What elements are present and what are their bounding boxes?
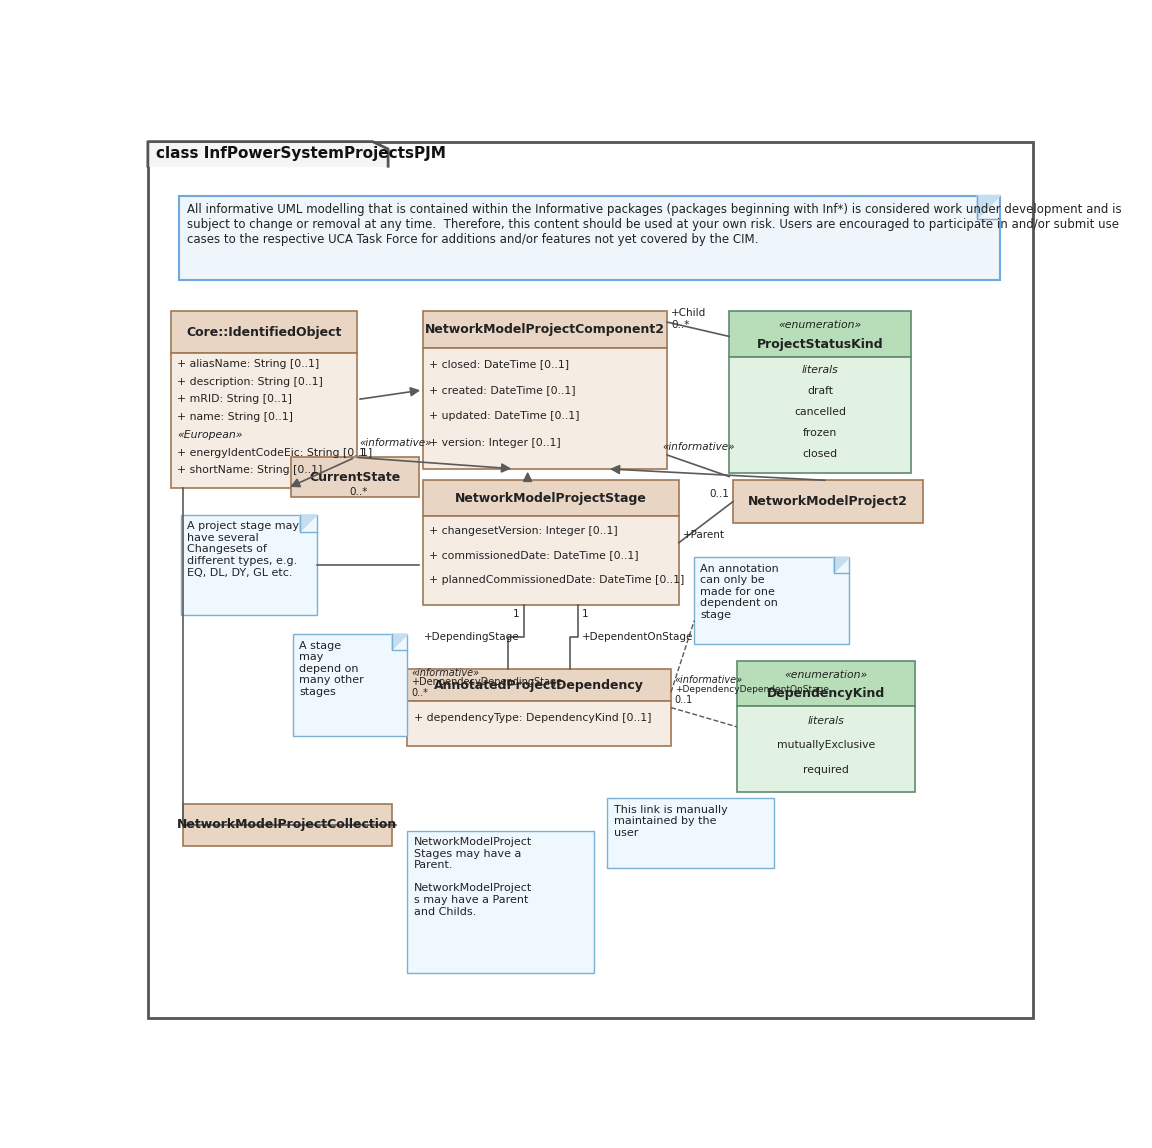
Text: Core::IdentifiedObject: Core::IdentifiedObject xyxy=(187,326,342,339)
Text: literals: literals xyxy=(802,365,839,374)
Text: + dependencyType: DependencyKind [0..1]: + dependencyType: DependencyKind [0..1] xyxy=(414,713,651,723)
Text: 0..1: 0..1 xyxy=(675,695,694,705)
Text: + changesetVersion: Integer [0..1]: + changesetVersion: Integer [0..1] xyxy=(430,526,617,536)
Text: CurrentState: CurrentState xyxy=(310,471,401,483)
Text: + shortName: String [0..1]: + shortName: String [0..1] xyxy=(177,465,323,475)
Text: «informative»: «informative» xyxy=(359,439,432,449)
Polygon shape xyxy=(834,558,849,573)
Text: + version: Integer [0..1]: + version: Integer [0..1] xyxy=(430,437,561,448)
Text: + updated: DateTime [0..1]: + updated: DateTime [0..1] xyxy=(430,411,579,421)
Text: NetworkModelProject2: NetworkModelProject2 xyxy=(748,495,908,509)
Text: +DependingStage: +DependingStage xyxy=(424,633,520,642)
FancyBboxPatch shape xyxy=(181,515,317,615)
Text: NetworkModelProjectCollection: NetworkModelProjectCollection xyxy=(177,819,397,831)
FancyBboxPatch shape xyxy=(737,661,915,706)
Text: 1: 1 xyxy=(582,610,589,620)
Text: NetworkModelProjectStage: NetworkModelProjectStage xyxy=(455,491,646,505)
FancyBboxPatch shape xyxy=(607,798,774,868)
Text: «enumeration»: «enumeration» xyxy=(785,669,867,680)
FancyBboxPatch shape xyxy=(423,311,667,348)
Text: NetworkModelProjectComponent2: NetworkModelProjectComponent2 xyxy=(425,323,665,336)
Text: + mRID: String [0..1]: + mRID: String [0..1] xyxy=(177,395,293,404)
Text: «informative»: «informative» xyxy=(675,675,743,685)
Text: «informative»: «informative» xyxy=(411,668,479,678)
Text: + plannedCommissionedDate: DateTime [0..1]: + plannedCommissionedDate: DateTime [0..… xyxy=(430,575,684,585)
Text: A project stage may
have several
Changesets of
different types, e.g.
EQ, DL, DY,: A project stage may have several Changes… xyxy=(188,521,300,577)
Text: AnnotatedProjectDependency: AnnotatedProjectDependency xyxy=(434,678,644,692)
FancyBboxPatch shape xyxy=(423,515,679,605)
Text: class InfPowerSystemProjectsPJM: class InfPowerSystemProjectsPJM xyxy=(156,147,446,162)
Text: closed: closed xyxy=(803,449,838,459)
FancyBboxPatch shape xyxy=(408,669,670,701)
Text: 0..*: 0..* xyxy=(670,320,689,331)
Text: +DependentOnStage: +DependentOnStage xyxy=(582,633,694,642)
FancyBboxPatch shape xyxy=(293,635,408,736)
Polygon shape xyxy=(977,195,1000,218)
Text: literals: literals xyxy=(808,716,844,726)
FancyBboxPatch shape xyxy=(183,804,392,846)
Text: ProjectStatusKind: ProjectStatusKind xyxy=(757,338,884,351)
FancyBboxPatch shape xyxy=(737,706,915,792)
Text: required: required xyxy=(803,765,849,775)
Text: +Child: +Child xyxy=(670,308,706,318)
FancyBboxPatch shape xyxy=(729,311,911,357)
Text: + created: DateTime [0..1]: + created: DateTime [0..1] xyxy=(430,385,576,395)
Text: 1: 1 xyxy=(514,610,520,620)
FancyBboxPatch shape xyxy=(733,480,923,522)
FancyBboxPatch shape xyxy=(179,195,1000,280)
Text: +Parent: +Parent xyxy=(683,530,725,540)
FancyBboxPatch shape xyxy=(291,457,419,497)
Text: + name: String [0..1]: + name: String [0..1] xyxy=(177,412,294,422)
FancyBboxPatch shape xyxy=(423,348,667,468)
Text: + description: String [0..1]: + description: String [0..1] xyxy=(177,377,324,387)
FancyBboxPatch shape xyxy=(408,701,670,746)
Text: 0..*: 0..* xyxy=(411,688,429,698)
FancyBboxPatch shape xyxy=(729,357,911,473)
Text: An annotation
can only be
made for one
dependent on
stage: An annotation can only be made for one d… xyxy=(700,564,779,620)
FancyBboxPatch shape xyxy=(408,831,593,974)
Text: + energyIdentCodeEic: String [0..1]: + energyIdentCodeEic: String [0..1] xyxy=(177,448,372,458)
Text: +DenpendecyDependingStage: +DenpendecyDependingStage xyxy=(411,677,562,688)
Text: mutuallyExclusive: mutuallyExclusive xyxy=(776,740,876,751)
Text: 1: 1 xyxy=(359,448,365,458)
Text: + commissionedDate: DateTime [0..1]: + commissionedDate: DateTime [0..1] xyxy=(430,551,639,560)
Polygon shape xyxy=(300,515,317,532)
Text: 0..1: 0..1 xyxy=(710,489,729,499)
FancyBboxPatch shape xyxy=(172,354,357,488)
FancyBboxPatch shape xyxy=(423,480,679,515)
FancyBboxPatch shape xyxy=(695,558,849,644)
Text: NetworkModelProject
Stages may have a
Parent.

NetworkModelProject
s may have a : NetworkModelProject Stages may have a Pa… xyxy=(414,837,532,916)
Text: This link is manually
maintained by the
user: This link is manually maintained by the … xyxy=(614,805,727,838)
Text: draft: draft xyxy=(808,386,833,396)
Text: «enumeration»: «enumeration» xyxy=(779,320,862,329)
Text: All informative UML modelling that is contained within the Informative packages : All informative UML modelling that is co… xyxy=(187,203,1121,246)
Text: + closed: DateTime [0..1]: + closed: DateTime [0..1] xyxy=(430,358,569,369)
Text: A stage
may
depend on
many other
stages: A stage may depend on many other stages xyxy=(300,641,364,697)
Text: cancelled: cancelled xyxy=(794,406,847,417)
Text: +DependencyDependentOnStage: +DependencyDependentOnStage xyxy=(675,684,829,693)
FancyBboxPatch shape xyxy=(147,141,1033,1018)
FancyBboxPatch shape xyxy=(172,311,357,354)
Polygon shape xyxy=(147,141,388,166)
Polygon shape xyxy=(392,635,408,650)
Text: 0..*: 0..* xyxy=(349,487,367,497)
Text: «European»: «European» xyxy=(177,429,243,440)
Text: DependencyKind: DependencyKind xyxy=(767,687,885,700)
Text: frozen: frozen xyxy=(803,428,838,437)
Text: «informative»: «informative» xyxy=(662,442,734,452)
Text: + aliasName: String [0..1]: + aliasName: String [0..1] xyxy=(177,359,319,369)
